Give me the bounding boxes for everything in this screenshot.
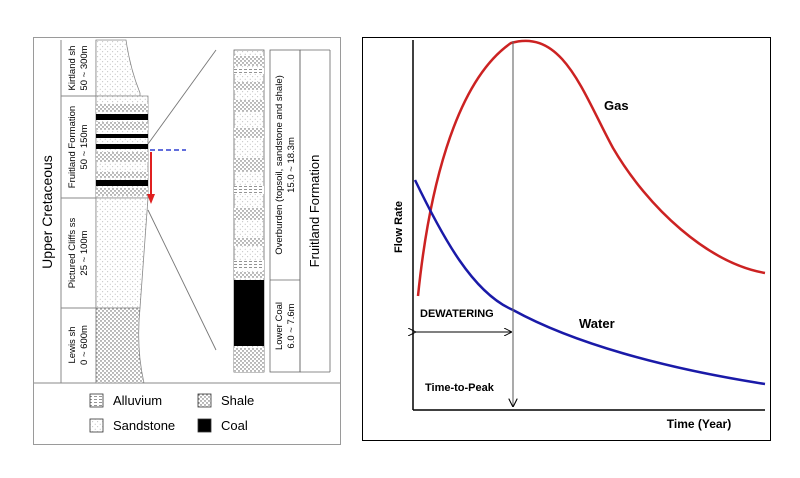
detail-shale-band (234, 100, 264, 112)
unit-name-lewis: Lewis sh (67, 327, 78, 364)
unit-thickness-fruitland: 50 ~ 150m (79, 124, 90, 169)
marker-arrow-head (147, 194, 155, 204)
coal-seam (96, 114, 148, 120)
legend-label-alluvium: Alluvium (113, 393, 162, 408)
flow-rate-figure: Flow Rate Time (Year) Gas Water DEWATERI… (393, 39, 766, 431)
x-axis-label: Time (Year) (667, 417, 731, 431)
detail-alluvium-band (234, 260, 264, 270)
legend-swatch-sandstone (89, 418, 104, 433)
legend-swatch-coal (197, 418, 212, 433)
detail-shale-band (234, 272, 264, 278)
coal-seam (96, 180, 148, 186)
shale-band (96, 188, 148, 196)
dewatering-label: DEWATERING (420, 308, 494, 320)
lower-coal-thickness: 6.0 ~ 7.6m (286, 303, 297, 348)
detail-lower-coal (234, 280, 264, 346)
shale-band (96, 172, 148, 178)
detail-shale-band (234, 82, 264, 90)
unit-name-kirtland: Kirtland sh (67, 46, 78, 91)
lewis-shale-layer (95, 307, 145, 384)
shale-band (96, 152, 148, 162)
flow-rate-panel: Flow Rate Time (Year) Gas Water DEWATERI… (362, 37, 771, 441)
detail-shale-band (234, 208, 264, 220)
y-axis-label: Flow Rate (393, 201, 405, 253)
zoom-line-bottom (147, 209, 217, 351)
unit-thickness-lewis: 0 ~ 600m (79, 325, 90, 365)
gas-curve (416, 39, 766, 297)
detail-shale-band (234, 158, 264, 172)
stratigraphic-column-figure: Upper Cretaceous Kirtland sh 50 ~ 300m F… (34, 39, 340, 433)
unit-name-fruitland: Fruitland Formation (67, 106, 78, 188)
shale-band (96, 104, 148, 112)
detail-shale-band (234, 128, 264, 138)
coal-seam (96, 144, 148, 149)
shale-band (96, 122, 148, 130)
detail-formation-label: Fruitland Formation (307, 155, 322, 268)
zoom-line-top (147, 49, 217, 145)
overburden-label: Overburden (topsoil, sandstone and shale… (274, 75, 285, 255)
kirtland-shale-layer (95, 39, 141, 97)
pictured-cliffs-sandstone-layer (95, 197, 149, 309)
legend-label-coal: Coal (221, 418, 248, 433)
legend-swatch-alluvium (89, 393, 104, 408)
unit-thickness-pictured-cliffs: 25 ~ 100m (79, 230, 90, 275)
coal-seam (96, 134, 148, 138)
detail-alluvium-band (234, 186, 264, 194)
legend-label-shale: Shale (221, 393, 254, 408)
water-curve-label: Water (579, 316, 615, 331)
time-to-peak-label: Time-to-Peak (425, 382, 495, 394)
legend-label-sandstone: Sandstone (113, 418, 175, 433)
unit-name-pictured-cliffs: Pictured Cliffs ss (67, 217, 78, 288)
era-label: Upper Cretaceous (39, 155, 55, 269)
overburden-thickness: 15.0 ~ 18.3m (286, 137, 297, 193)
unit-thickness-kirtland: 50 ~ 300m (79, 45, 90, 90)
water-curve (413, 179, 766, 386)
detail-shale-band (234, 238, 264, 246)
detail-shale-band (234, 348, 264, 372)
legend-swatch-shale (197, 393, 212, 408)
gas-curve-label: Gas (604, 98, 629, 113)
stratigraphic-column-panel: Upper Cretaceous Kirtland sh 50 ~ 300m F… (33, 37, 341, 445)
detail-shale-band (234, 56, 264, 66)
lower-coal-label: Lower Coal (274, 302, 285, 350)
detail-alluvium-band (234, 68, 264, 74)
